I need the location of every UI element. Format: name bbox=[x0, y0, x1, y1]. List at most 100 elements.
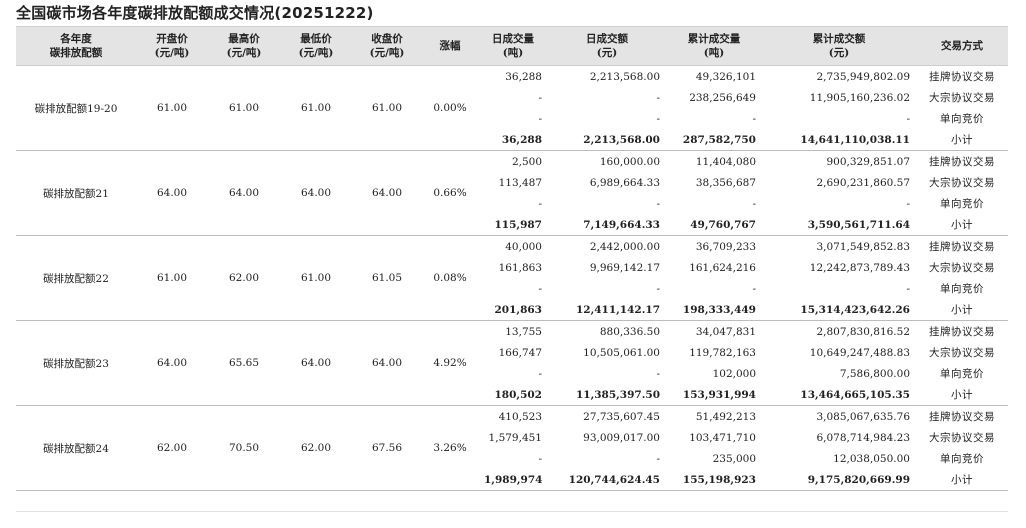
header-cumulative-volume: 累计成交量 (吨) bbox=[666, 26, 762, 66]
change-cell: 0.08% bbox=[422, 235, 478, 321]
cumulative-volume-cell: 103,471,710 bbox=[689, 431, 756, 444]
table-body: 碳排放配额19-20 61.00 61.00 61.00 61.00 0.00% 36,28… bbox=[16, 65, 1008, 491]
trading-mode-cell: 小计 bbox=[916, 469, 1008, 491]
daily-amount-cell: 120,744,624.45 bbox=[548, 469, 666, 491]
open-price-cell: 61.00 bbox=[136, 235, 208, 321]
low-price-cell: 61.00 bbox=[280, 235, 352, 321]
trading-mode-cell: 大宗协议交易 bbox=[929, 262, 995, 274]
cumulative-volume-cell: 11,404,080 bbox=[695, 155, 756, 168]
low-price-cell: 64.00 bbox=[280, 320, 352, 406]
daily-volume-cell: - bbox=[538, 282, 542, 295]
table-row: - - - - 单向竞价 bbox=[16, 108, 1008, 129]
cumulative-volume-cell: 119,782,163 bbox=[689, 346, 756, 359]
daily-volume-cell: 180,502 bbox=[478, 384, 548, 406]
header-change: 涨幅 bbox=[422, 26, 478, 66]
open-price-cell: 64.00 bbox=[136, 150, 208, 236]
cumulative-amount-cell: 6,078,714,984.23 bbox=[816, 431, 910, 444]
cumulative-volume-cell: - bbox=[752, 112, 756, 125]
trading-mode-cell: 单向竞价 bbox=[940, 113, 984, 125]
close-price-cell: 67.56 bbox=[352, 405, 422, 491]
subtotal-row: 36,288 2,213,568.00 287,582,750 14,641,110,… bbox=[16, 129, 1008, 151]
cumulative-volume-cell: 49,326,101 bbox=[695, 70, 756, 83]
daily-amount-cell: 10,505,061.00 bbox=[583, 346, 660, 359]
table-row: - - 102,000 7,586,800.00 单向竞价 bbox=[16, 363, 1008, 384]
cumulative-amount-cell: 14,641,110,038.11 bbox=[762, 129, 916, 151]
cumulative-volume-cell: 235,000 bbox=[712, 452, 756, 465]
cumulative-amount-cell: 15,314,423,642.26 bbox=[762, 299, 916, 321]
table-row: - - 238,256,649 11,905,160,236.02 大宗协议交易 bbox=[16, 87, 1008, 108]
trading-mode-cell: 小计 bbox=[916, 384, 1008, 406]
trading-mode-cell: 挂牌协议交易 bbox=[929, 156, 995, 168]
daily-volume-cell: 115,987 bbox=[478, 214, 548, 236]
table-row: 113,487 6,989,664.33 38,356,687 2,690,231,8… bbox=[16, 172, 1008, 193]
trading-mode-cell: 大宗协议交易 bbox=[929, 92, 995, 104]
daily-amount-cell: 2,442,000.00 bbox=[589, 240, 660, 253]
table-row: 碳排放配额21 64.00 64.00 64.00 64.00 0.66% 2,500 160… bbox=[16, 150, 1008, 236]
cumulative-amount-cell: 2,690,231,860.57 bbox=[816, 176, 910, 189]
subtotal-row: 180,502 11,385,397.50 153,931,994 13,464,66… bbox=[16, 384, 1008, 406]
daily-amount-cell: 12,411,142.17 bbox=[548, 299, 666, 321]
open-price-cell: 61.00 bbox=[136, 65, 208, 151]
cumulative-amount-cell: 11,905,160,236.02 bbox=[809, 91, 910, 104]
close-price-cell: 61.05 bbox=[352, 235, 422, 321]
close-price-cell: 61.00 bbox=[352, 65, 422, 151]
table-row: - - - - 单向竞价 bbox=[16, 193, 1008, 214]
header-daily-amount: 日成交额 (元) bbox=[548, 26, 666, 66]
change-cell: 3.26% bbox=[422, 405, 478, 491]
daily-amount-cell: 2,213,568.00 bbox=[589, 70, 660, 83]
daily-amount-cell: 9,969,142.17 bbox=[589, 261, 660, 274]
trading-mode-cell: 单向竞价 bbox=[940, 368, 984, 380]
cumulative-volume-cell: 238,256,649 bbox=[689, 91, 756, 104]
daily-volume-cell: 1,579,451 bbox=[488, 431, 542, 444]
daily-amount-cell: 27,735,607.45 bbox=[583, 410, 660, 423]
table-row: 166,747 10,505,061.00 119,782,163 10,649,24… bbox=[16, 342, 1008, 363]
cumulative-amount-cell: 12,242,873,789.43 bbox=[809, 261, 910, 274]
table-row: 碳排放配额24 62.00 70.50 62.00 67.56 3.26% 410,523 2… bbox=[16, 405, 1008, 491]
cumulative-volume-cell: 34,047,831 bbox=[695, 325, 756, 338]
change-cell: 4.92% bbox=[422, 320, 478, 406]
low-price-cell: 64.00 bbox=[280, 150, 352, 236]
subtotal-row: 115,987 7,149,664.33 49,760,767 3,590,561,7… bbox=[16, 214, 1008, 236]
cumulative-amount-cell: - bbox=[906, 282, 910, 295]
trading-mode-cell: 大宗协议交易 bbox=[929, 177, 995, 189]
cumulative-amount-cell: 10,649,247,488.83 bbox=[809, 346, 910, 359]
trading-mode-cell: 大宗协议交易 bbox=[929, 432, 995, 444]
table-row: - - 235,000 12,038,050.00 单向竞价 bbox=[16, 448, 1008, 469]
high-price-cell: 62.00 bbox=[208, 235, 280, 321]
table-row: 碳排放配额19-20 61.00 61.00 61.00 61.00 0.00% 36,28… bbox=[16, 65, 1008, 151]
bottom-divider bbox=[16, 511, 1008, 512]
cumulative-amount-cell: 12,038,050.00 bbox=[833, 452, 910, 465]
daily-volume-cell: - bbox=[538, 452, 542, 465]
quota-name-cell: 碳排放配额19-20 bbox=[16, 65, 136, 151]
daily-volume-cell: 201,863 bbox=[478, 299, 548, 321]
daily-amount-cell: - bbox=[656, 367, 660, 380]
daily-amount-cell: - bbox=[656, 112, 660, 125]
header-trading-mode: 交易方式 bbox=[916, 26, 1008, 66]
cumulative-amount-cell: 3,590,561,711.64 bbox=[762, 214, 916, 236]
header-high-price: 最高价 (元/吨) bbox=[208, 26, 280, 66]
daily-volume-cell: 1,989,974 bbox=[478, 469, 548, 491]
daily-amount-cell: - bbox=[656, 197, 660, 210]
trading-mode-cell: 单向竞价 bbox=[940, 198, 984, 210]
daily-amount-cell: - bbox=[656, 91, 660, 104]
daily-volume-cell: 40,000 bbox=[505, 240, 542, 253]
daily-volume-cell: - bbox=[538, 197, 542, 210]
table-header: 各年度 碳排放配额 开盘价 (元/吨) 最高价 (元/吨) 最低价 (元/吨) … bbox=[16, 26, 1008, 66]
daily-volume-cell: 113,487 bbox=[498, 176, 542, 189]
cumulative-amount-cell: 7,586,800.00 bbox=[839, 367, 910, 380]
open-price-cell: 62.00 bbox=[136, 405, 208, 491]
daily-volume-cell: 13,755 bbox=[505, 325, 542, 338]
table-row: 碳排放配额23 64.00 65.65 64.00 64.00 4.92% 13,755 88… bbox=[16, 320, 1008, 406]
high-price-cell: 70.50 bbox=[208, 405, 280, 491]
cumulative-volume-cell: 198,333,449 bbox=[666, 299, 762, 321]
daily-volume-cell: 166,747 bbox=[498, 346, 542, 359]
header-low-price: 最低价 (元/吨) bbox=[280, 26, 352, 66]
cumulative-amount-cell: 2,735,949,802.09 bbox=[816, 70, 910, 83]
cumulative-amount-cell: 3,085,067,635.76 bbox=[816, 410, 910, 423]
daily-amount-cell: 11,385,397.50 bbox=[548, 384, 666, 406]
table-row: 161,863 9,969,142.17 161,624,216 12,242,873… bbox=[16, 257, 1008, 278]
header-close-price: 收盘价 (元/吨) bbox=[352, 26, 422, 66]
cumulative-amount-cell: 900,329,851.07 bbox=[826, 155, 911, 168]
close-price-cell: 64.00 bbox=[352, 150, 422, 236]
page-title: 全国碳市场各年度碳排放配额成交情况(20251222) bbox=[16, 4, 374, 22]
